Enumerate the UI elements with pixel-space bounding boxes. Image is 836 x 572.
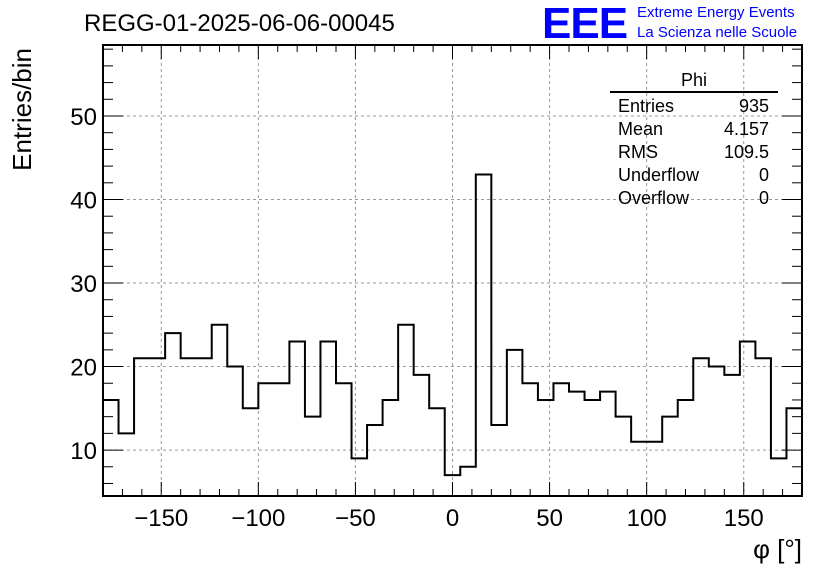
logo-tagline: Extreme Energy Events La Scienza nelle S… (637, 3, 797, 43)
stat-value: 935 (738, 96, 769, 116)
y-axis-label: Entries/bin (7, 48, 37, 171)
tagline-line-2: La Scienza nelle Scuole (637, 24, 798, 41)
eee-logo: EEE (542, 0, 628, 48)
stat-value: 0 (758, 165, 769, 185)
stat-value: 0 (758, 188, 769, 208)
stats-box: Phi Entries 935 Mean 4.157 RMS 109.5 Und… (610, 70, 778, 210)
stat-label: Mean (618, 119, 664, 139)
y-tick-label: 10 (70, 438, 97, 465)
x-tick-label: 50 (536, 505, 563, 532)
run-title: REGG-01-2025-06-06-00045 (84, 10, 395, 37)
x-tick-label: 150 (724, 505, 764, 532)
x-tick-label: 0 (446, 505, 459, 532)
grid-lines (103, 45, 802, 496)
stat-label: Underflow (618, 165, 700, 185)
stat-row-rms: RMS 109.5 (610, 141, 778, 164)
y-tick-labels: 10 20 30 40 50 (70, 104, 97, 465)
x-axis-label: φ [°] (753, 534, 802, 564)
y-tick-label: 40 (70, 188, 97, 215)
x-tick-label: 100 (627, 505, 667, 532)
x-tick-label: −100 (231, 505, 285, 532)
stat-value: 4.157 (723, 119, 769, 139)
x-tick-label: −150 (134, 505, 188, 532)
stat-row-entries: Entries 935 (610, 95, 778, 118)
histogram-outline (103, 173, 802, 477)
tagline-line-1: Extreme Energy Events (637, 4, 795, 21)
x-tick-label: −50 (335, 505, 376, 532)
stat-row-mean: Mean 4.157 (610, 118, 778, 141)
stats-title: Phi (610, 70, 778, 93)
x-tick-labels: −150 −100 −50 0 50 100 150 (134, 505, 764, 532)
stat-label: Overflow (618, 188, 690, 208)
plot-frame (102, 44, 803, 497)
y-tick-label: 20 (70, 355, 97, 382)
stat-value: 109.5 (723, 142, 769, 162)
stat-label: RMS (618, 142, 658, 162)
y-tick-label: 50 (70, 104, 97, 131)
stat-row-underflow: Underflow 0 (610, 164, 778, 187)
stat-label: Entries (618, 96, 675, 116)
stat-row-overflow: Overflow 0 (610, 187, 778, 210)
y-tick-label: 30 (70, 271, 97, 298)
